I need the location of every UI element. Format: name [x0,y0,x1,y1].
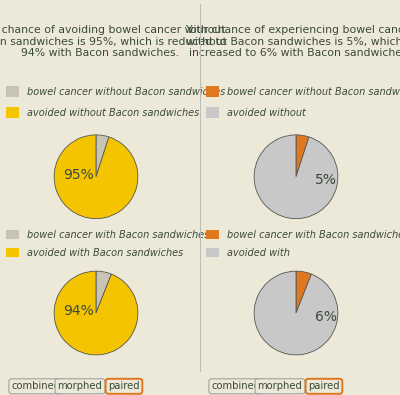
Wedge shape [254,135,338,218]
Wedge shape [296,135,309,177]
Wedge shape [54,271,138,355]
Wedge shape [96,271,112,313]
FancyBboxPatch shape [6,107,19,118]
Wedge shape [296,271,312,313]
Text: bowel cancer with Bacon sandwiches: bowel cancer with Bacon sandwiches [27,230,209,240]
Text: Your chance of avoiding bowel cancer without
Bacon sandwiches is 95%, which is r: Your chance of avoiding bowel cancer wit… [0,25,227,58]
Text: bowel cancer without Bacon sandwiches: bowel cancer without Bacon sandwiches [27,87,225,97]
Wedge shape [254,271,338,355]
Text: avoided with: avoided with [227,248,290,258]
Text: morphed: morphed [58,381,102,391]
FancyBboxPatch shape [6,230,19,239]
Text: bowel cancer with Bacon sandwiches: bowel cancer with Bacon sandwiches [227,230,400,240]
Text: avoided without: avoided without [227,108,306,118]
Text: combined: combined [12,381,60,391]
Text: paired: paired [308,381,340,391]
FancyBboxPatch shape [206,230,219,239]
Text: Your chance of experiencing bowel cancer
without Bacon sandwiches is 5%, which i: Your chance of experiencing bowel cancer… [185,25,400,58]
Wedge shape [54,135,138,218]
Text: paired: paired [108,381,140,391]
Text: 6%: 6% [315,310,337,324]
Text: avoided with Bacon sandwiches: avoided with Bacon sandwiches [27,248,183,258]
FancyBboxPatch shape [6,248,19,257]
FancyBboxPatch shape [206,86,219,97]
Text: combined: combined [212,381,260,391]
Text: bowel cancer without Bacon sandwiches: bowel cancer without Bacon sandwiches [227,87,400,97]
FancyBboxPatch shape [206,248,219,257]
FancyBboxPatch shape [206,107,219,118]
Text: 5%: 5% [315,173,337,187]
Text: 94%: 94% [63,304,94,318]
Wedge shape [96,135,109,177]
Text: avoided without Bacon sandwiches: avoided without Bacon sandwiches [27,108,199,118]
Text: 95%: 95% [63,167,94,182]
FancyBboxPatch shape [6,86,19,97]
Text: morphed: morphed [258,381,302,391]
